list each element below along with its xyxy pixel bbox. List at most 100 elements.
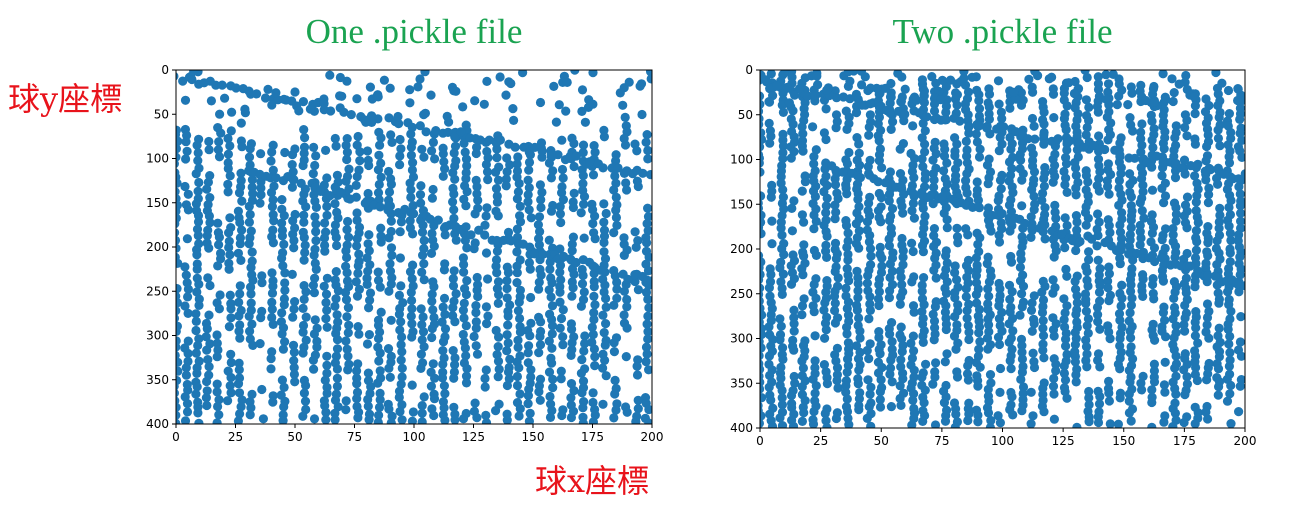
scatter-point bbox=[1226, 195, 1236, 206]
scatter-point bbox=[1203, 130, 1213, 140]
scatter-point bbox=[234, 326, 244, 336]
scatter-point bbox=[600, 355, 610, 365]
scatter-point bbox=[810, 356, 820, 366]
scatter-point bbox=[644, 405, 652, 415]
scatter-point bbox=[961, 284, 971, 294]
scatter-point bbox=[760, 296, 764, 306]
scatter-point bbox=[995, 418, 1006, 428]
scatter-point bbox=[547, 358, 557, 368]
scatter-point bbox=[245, 326, 255, 336]
scatter-point bbox=[536, 270, 546, 280]
scatter-point bbox=[865, 110, 876, 120]
scatter-point bbox=[622, 407, 632, 417]
scatter-point bbox=[1226, 306, 1236, 316]
scatter-point bbox=[778, 343, 788, 353]
scatter-point bbox=[798, 363, 809, 373]
scatter-point bbox=[919, 300, 929, 310]
scatter-point bbox=[480, 373, 490, 384]
scatter-point bbox=[1060, 180, 1070, 190]
scatter-point bbox=[1084, 393, 1094, 403]
scatter-point bbox=[202, 345, 212, 355]
scatter-point bbox=[873, 177, 883, 187]
scatter-point bbox=[459, 267, 469, 277]
scatter-point bbox=[917, 75, 928, 85]
scatter-point bbox=[578, 148, 588, 158]
scatter-point bbox=[440, 415, 450, 424]
scatter-point bbox=[939, 151, 950, 161]
scatter-point bbox=[289, 304, 299, 314]
scatter-point bbox=[470, 398, 480, 408]
scatter-point bbox=[471, 307, 481, 318]
scatter-point bbox=[1083, 213, 1093, 223]
scatter-point bbox=[183, 292, 193, 302]
scatter-point bbox=[375, 348, 385, 358]
scatter-point bbox=[830, 200, 840, 210]
scatter-point bbox=[567, 246, 577, 256]
scatter-point bbox=[599, 328, 609, 338]
scatter-point bbox=[426, 248, 437, 258]
x-axis-annotation: 球x座標 bbox=[535, 462, 650, 500]
scatter-point bbox=[375, 395, 385, 405]
scatter-point bbox=[405, 178, 415, 188]
scatter-point bbox=[246, 282, 256, 292]
scatter-point bbox=[984, 291, 994, 301]
scatter-point bbox=[772, 81, 782, 91]
scatter-point bbox=[929, 265, 939, 275]
scatter-point bbox=[257, 271, 267, 281]
scatter-point bbox=[419, 259, 429, 269]
scatter-point bbox=[203, 273, 213, 283]
scatter-point bbox=[952, 275, 962, 285]
scatter-point bbox=[919, 273, 929, 283]
scatter-point bbox=[1023, 134, 1033, 144]
scatter-point bbox=[1061, 341, 1071, 351]
scatter-point bbox=[1062, 187, 1072, 197]
scatter-point bbox=[920, 139, 930, 149]
scatter-point bbox=[396, 281, 406, 291]
scatter-point bbox=[766, 192, 776, 202]
scatter-point bbox=[790, 378, 800, 388]
scatter-point bbox=[376, 237, 386, 247]
scatter-point bbox=[789, 345, 799, 355]
scatter-point bbox=[761, 75, 771, 85]
scatter-point bbox=[1125, 308, 1135, 318]
scatter-point bbox=[1062, 271, 1072, 281]
scatter-point bbox=[1150, 335, 1160, 345]
scatter-point bbox=[214, 240, 224, 250]
scatter-point bbox=[326, 106, 336, 116]
y-tick-label: 100 bbox=[146, 152, 169, 166]
scatter-point bbox=[466, 230, 476, 240]
scatter-point bbox=[876, 217, 886, 227]
scatter-point bbox=[290, 377, 300, 387]
scatter-point bbox=[503, 311, 513, 321]
scatter-point bbox=[609, 413, 619, 423]
scatter-point bbox=[1048, 89, 1059, 99]
scatter-point bbox=[277, 195, 287, 205]
scatter-point bbox=[235, 239, 245, 249]
scatter-point bbox=[472, 413, 482, 423]
scatter-point bbox=[918, 416, 928, 426]
scatter-point bbox=[1026, 387, 1036, 397]
scatter-point bbox=[599, 199, 609, 209]
scatter-point bbox=[864, 354, 874, 364]
scatter-point bbox=[822, 252, 832, 262]
scatter-point bbox=[1190, 109, 1200, 119]
scatter-point bbox=[959, 73, 969, 83]
scatter-point bbox=[546, 206, 557, 216]
scatter-point bbox=[983, 179, 993, 189]
scatter-point bbox=[332, 335, 343, 345]
scatter-point bbox=[395, 253, 405, 263]
scatter-point bbox=[343, 328, 353, 338]
scatter-point bbox=[482, 167, 493, 177]
scatter-point bbox=[493, 372, 503, 382]
scatter-point bbox=[191, 348, 201, 358]
scatter-point bbox=[409, 209, 419, 219]
scatter-point bbox=[760, 119, 764, 129]
scatter-point bbox=[194, 418, 204, 424]
scatter-point bbox=[472, 182, 482, 192]
scatter-point bbox=[1224, 361, 1234, 371]
scatter-point bbox=[299, 210, 309, 220]
scatter-point bbox=[809, 159, 819, 169]
scatter-point bbox=[841, 221, 852, 231]
scatter-point bbox=[898, 374, 908, 384]
scatter-point bbox=[341, 405, 351, 415]
